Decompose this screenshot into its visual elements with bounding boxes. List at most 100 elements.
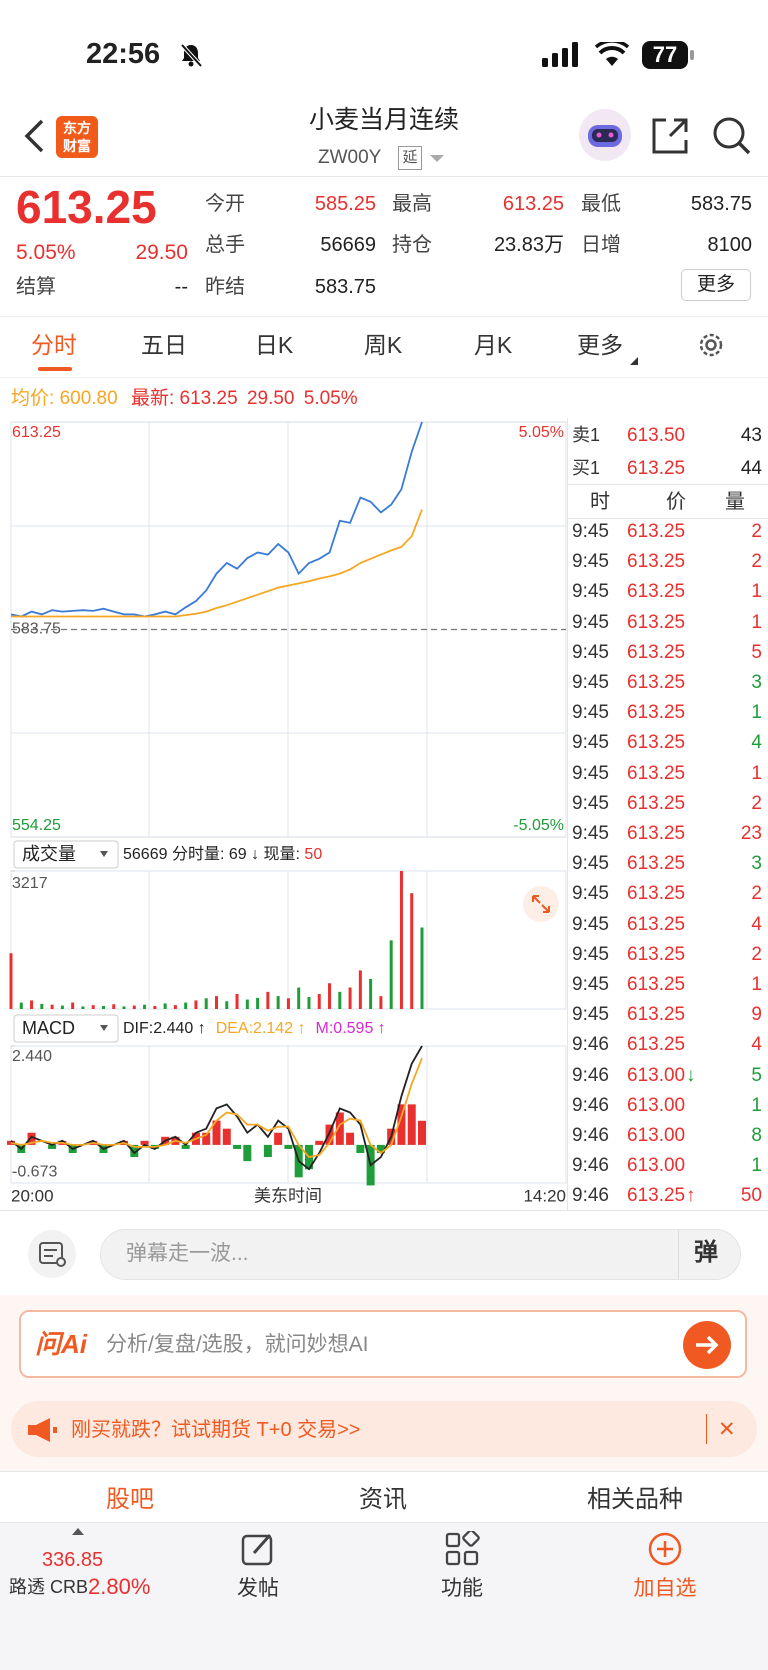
field-value: -- xyxy=(174,276,188,298)
trade-time: 9:45 xyxy=(572,823,609,844)
trade-price: 613.25 xyxy=(627,702,686,724)
indicator-select[interactable] xyxy=(13,840,119,869)
ai-send-button[interactable] xyxy=(682,1320,732,1370)
volume-bar xyxy=(358,970,362,1009)
indicator-select[interactable] xyxy=(13,1014,119,1043)
trade-header: 量 xyxy=(725,491,745,513)
divider xyxy=(567,418,568,1210)
macd-bar xyxy=(7,1140,15,1145)
trade-volume: 8 xyxy=(751,1125,762,1146)
volume-bar xyxy=(112,1004,116,1009)
trade-price: 613.00 xyxy=(627,1094,686,1116)
dropdown-icon xyxy=(100,1025,108,1031)
chart-title: 成交量 xyxy=(22,844,76,864)
index-change: 2.80% xyxy=(88,1574,151,1599)
trade-time: 9:45 xyxy=(572,883,609,905)
volume-bar xyxy=(132,1005,136,1009)
order-volume: 44 xyxy=(740,458,762,479)
y2-tick-label: 5.05% xyxy=(519,424,564,441)
tab[interactable]: 日K xyxy=(254,332,294,358)
tab[interactable]: 五日 xyxy=(141,332,187,358)
expand-button[interactable] xyxy=(523,886,559,922)
banner-close[interactable]: ✕ xyxy=(718,1418,736,1441)
tab-indicator xyxy=(38,367,72,371)
comment-input[interactable] xyxy=(100,1229,741,1280)
trade-volume: 4 xyxy=(751,732,762,754)
trade-volume: 1 xyxy=(751,1155,762,1177)
field-label: 持仓 xyxy=(392,234,432,256)
promo-banner[interactable] xyxy=(11,1401,757,1457)
trade-time: 9:45 xyxy=(572,551,609,573)
volume-bar xyxy=(122,1006,126,1009)
trade-time: 9:45 xyxy=(572,732,609,754)
trade-price: 613.25 xyxy=(627,883,686,905)
dropdown-icon[interactable] xyxy=(430,153,444,163)
field-value: 8100 xyxy=(707,234,753,256)
trade-price: 613.25 xyxy=(627,672,686,693)
volume-bar xyxy=(286,998,290,1009)
more-button[interactable]: 更多 xyxy=(681,269,751,301)
comment-list-button[interactable] xyxy=(27,1229,77,1279)
trade-time: 9:46 xyxy=(572,1064,609,1086)
mute-icon xyxy=(180,43,203,68)
section-tab[interactable]: 相关品种 xyxy=(587,1486,683,1513)
settings-button[interactable] xyxy=(696,330,726,360)
field-value: 613.25 xyxy=(502,193,564,215)
y-tick-label: 613.25 xyxy=(12,424,61,441)
trade-volume: 1 xyxy=(751,762,762,784)
order-side: 卖1 xyxy=(572,425,601,445)
trade-volume: 4 xyxy=(751,913,762,935)
index-name: 路透 CRB xyxy=(9,1577,89,1597)
volume-bar xyxy=(399,871,403,1009)
trade-volume: 3 xyxy=(751,672,762,693)
order-price: 613.50 xyxy=(627,425,686,446)
battery-tip xyxy=(690,50,694,60)
nav-item[interactable]: 发帖 xyxy=(237,1577,279,1600)
megaphone-icon xyxy=(28,1418,57,1442)
robot-avatar[interactable] xyxy=(578,108,632,162)
banner-text: 刚买就跌？试试期货 T+0 交易>> xyxy=(71,1419,361,1441)
nav-item[interactable]: 功能 xyxy=(441,1577,483,1600)
field-value: 583.75 xyxy=(314,276,376,298)
field-value: 56669 xyxy=(320,234,376,256)
tab[interactable]: 分时 xyxy=(31,332,77,358)
tab[interactable]: 更多 xyxy=(577,332,623,358)
section-tab[interactable]: 资讯 xyxy=(359,1486,407,1513)
share-button[interactable] xyxy=(650,116,690,156)
volume-bar xyxy=(9,953,13,1009)
macd-bar xyxy=(418,1120,426,1145)
tab[interactable]: 月K xyxy=(473,332,513,358)
info-line: 均价: 600.80 最新: 613.25 29.50 5.05% xyxy=(11,389,358,408)
trade-time: 9:46 xyxy=(572,1185,609,1207)
divider xyxy=(568,518,768,519)
search-button[interactable] xyxy=(712,116,752,156)
macd-bar xyxy=(212,1120,221,1145)
volume-bar xyxy=(19,1002,23,1009)
nav-item[interactable]: 加自选 xyxy=(633,1577,697,1600)
volume-bar xyxy=(348,987,352,1009)
back-button[interactable] xyxy=(22,118,48,154)
volume-bar xyxy=(71,1002,75,1009)
section-tab[interactable]: 股吧 xyxy=(106,1486,154,1513)
volume-bar xyxy=(40,1003,44,1009)
macd-bar xyxy=(284,1144,293,1149)
danmu-toggle[interactable]: 弹 xyxy=(694,1239,718,1266)
trade-volume: 1 xyxy=(751,611,762,633)
trade-volume: 50 xyxy=(740,1185,762,1207)
legend-entry: DIF:2.440 ↑ xyxy=(123,1020,206,1037)
trade-volume: 9 xyxy=(751,1004,762,1026)
volume-summary-text: 56669 分时量: 69 ↓ 现量: xyxy=(123,845,304,863)
delay-tag: 延 xyxy=(398,146,422,170)
trade-time: 9:45 xyxy=(572,521,609,542)
trade-header: 时 xyxy=(590,491,610,513)
macd-bar xyxy=(202,1132,211,1145)
avg-label: 均价: xyxy=(11,388,55,409)
field-label: 今开 xyxy=(205,193,245,215)
last-value: 613.25 xyxy=(179,388,238,409)
bottom-nav xyxy=(0,1522,768,1670)
volume-bar xyxy=(338,991,342,1009)
macd-line xyxy=(10,1057,423,1159)
macd-bar xyxy=(335,1112,344,1145)
ai-input[interactable] xyxy=(19,1310,747,1378)
tab[interactable]: 周K xyxy=(363,332,403,358)
